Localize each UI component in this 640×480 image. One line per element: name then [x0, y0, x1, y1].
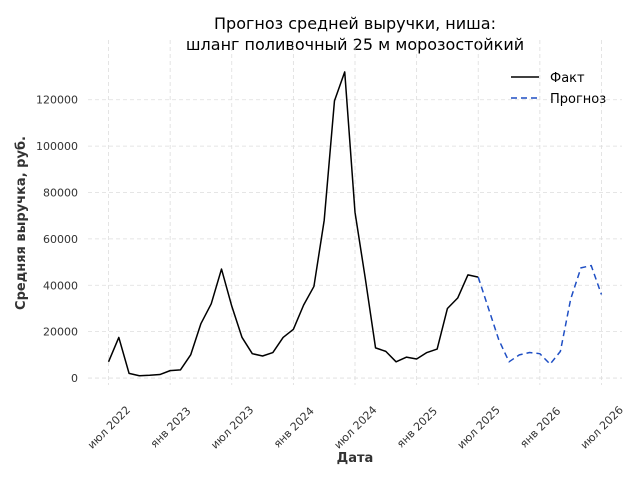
series-lines: [107, 71, 603, 377]
x-axis-label: Дата: [337, 451, 374, 466]
chart-title-line-2: шланг поливочный 25 м морозостойкий: [186, 35, 524, 54]
x-tick-label: июл 2023: [208, 404, 256, 452]
x-tick-label: янв 2025: [394, 405, 440, 451]
x-tick-label: янв 2026: [517, 405, 563, 451]
series-line-forecast: [477, 264, 603, 365]
y-axis-label: Средняя выручка, руб.: [14, 136, 29, 310]
x-axis-ticks: июл 2022 янв 2023 июл 2023 янв 2024 июл 2024…: [85, 404, 626, 452]
x-tick-label: июл 2026: [578, 404, 626, 452]
legend: Факт Прогноз: [511, 71, 606, 107]
y-tick-label: 40000: [43, 279, 78, 292]
y-tick-label: 0: [71, 372, 78, 385]
y-tick-label: 20000: [43, 326, 78, 339]
grid: [88, 40, 622, 385]
y-axis-ticks: 0 20000 40000 60000 80000 100000 120000: [36, 94, 78, 385]
y-tick-label: 100000: [36, 140, 78, 153]
legend-label-fact: Факт: [550, 71, 585, 86]
x-tick-label: июл 2022: [85, 404, 133, 452]
x-tick-label: июл 2025: [455, 404, 503, 452]
chart-title-line-1: Прогноз средней выручки, ниша:: [214, 14, 496, 33]
legend-label-forecast: Прогноз: [550, 92, 606, 107]
y-tick-label: 120000: [36, 94, 78, 107]
y-tick-label: 80000: [43, 187, 78, 200]
x-tick-label: июл 2024: [332, 404, 380, 452]
x-tick-label: янв 2023: [148, 405, 194, 451]
series-line-fact: [107, 71, 479, 377]
x-tick-label: янв 2024: [271, 405, 317, 451]
y-tick-label: 60000: [43, 233, 78, 246]
